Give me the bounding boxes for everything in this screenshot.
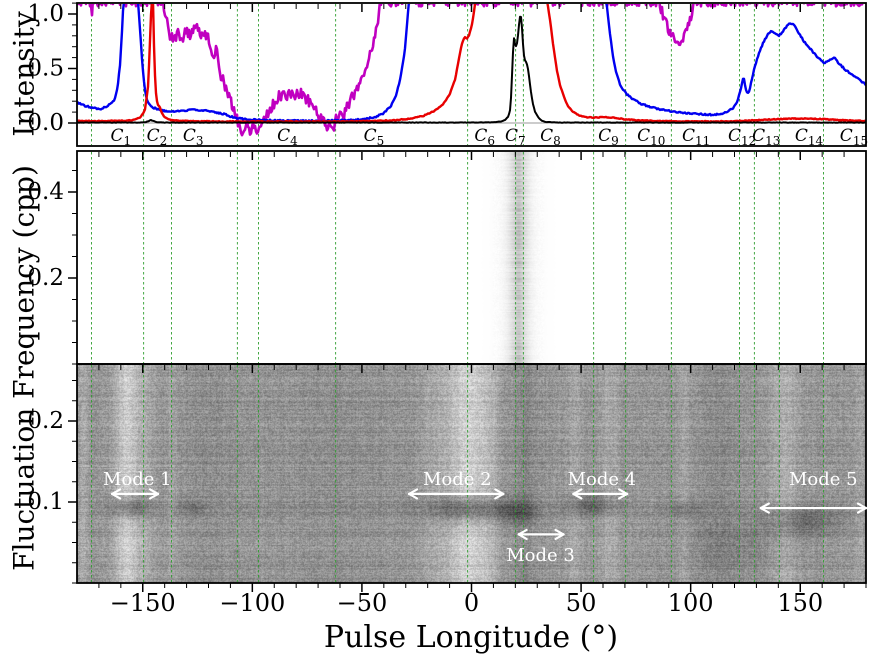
component-label: C6 bbox=[474, 126, 495, 148]
intensity-profiles bbox=[77, 4, 866, 137]
mode-annotation: Mode 3 bbox=[506, 528, 575, 566]
bottom-fluctuation-heatmap bbox=[77, 364, 866, 583]
mode-annotation: Mode 4 bbox=[568, 469, 637, 500]
x-axis-label-pulse-longitude: Pulse Longitude (°) bbox=[323, 620, 619, 654]
component-label: C1 bbox=[111, 126, 132, 148]
mode-label: Mode 1 bbox=[103, 469, 172, 490]
component-label: C4 bbox=[277, 126, 298, 148]
y-tick-label: 0.4 bbox=[27, 179, 64, 205]
mode-annotation: Mode 5 bbox=[759, 469, 868, 514]
component-label: C11 bbox=[682, 126, 710, 148]
profile-black bbox=[77, 15, 866, 124]
tick-labels: −150 −100 −50 0 50 100 150 0.0 0.5 1.0 0.2 0.4 0.1 0.… bbox=[27, 1, 823, 617]
mode-label: Mode 5 bbox=[789, 469, 858, 490]
component-label: C7 bbox=[505, 126, 526, 148]
component-label: C14 bbox=[795, 126, 824, 148]
component-label: C10 bbox=[637, 126, 665, 148]
x-tick-label: 50 bbox=[566, 589, 597, 617]
x-tick-label: −100 bbox=[219, 589, 285, 617]
y-tick-label: 1.0 bbox=[27, 1, 64, 27]
panel-frames bbox=[76, 2, 867, 584]
middle-fluctuation-heatmap bbox=[77, 151, 866, 364]
x-tick-label: −150 bbox=[110, 589, 176, 617]
component-label: C13 bbox=[752, 126, 780, 148]
component-label: C15 bbox=[840, 126, 868, 148]
axis-ticks bbox=[68, 2, 867, 592]
y-tick-label: 0.5 bbox=[27, 56, 64, 82]
component-label: C8 bbox=[540, 126, 561, 148]
y-tick-label: 0.2 bbox=[27, 408, 64, 434]
y-tick-label: 0.1 bbox=[27, 489, 64, 515]
y-axis-label-intensity: Intensity bbox=[7, 11, 41, 137]
profile-red bbox=[77, 4, 866, 124]
mode-label: Mode 4 bbox=[568, 469, 637, 490]
component-label: C3 bbox=[183, 126, 204, 148]
mode-annotation: Mode 1 bbox=[103, 469, 172, 500]
x-tick-label: −50 bbox=[337, 589, 388, 617]
profile-blue bbox=[77, 4, 866, 123]
x-tick-label: 100 bbox=[668, 589, 714, 617]
component-boundary-lines bbox=[91, 4, 824, 582]
mode-label: Mode 3 bbox=[506, 545, 575, 566]
mode-annotations: Mode 1 Mode 2 Mode 3 Mode 4 Mode 5 bbox=[103, 469, 868, 566]
profile-magenta bbox=[77, 4, 864, 137]
y-tick-label: 0.0 bbox=[27, 110, 64, 136]
mode-annotation: Mode 2 bbox=[407, 469, 505, 500]
component-label: C5 bbox=[364, 126, 385, 148]
y-axis-label-fluctuation-frequency: Fluctuation Frequency (cpp) bbox=[7, 165, 41, 571]
component-label: C2 bbox=[147, 126, 168, 148]
y-tick-label: 0.2 bbox=[27, 265, 64, 291]
x-tick-label: 150 bbox=[777, 589, 823, 617]
component-label: C9 bbox=[598, 126, 619, 148]
mode-label: Mode 2 bbox=[423, 469, 492, 490]
x-tick-label: 0 bbox=[464, 589, 479, 617]
